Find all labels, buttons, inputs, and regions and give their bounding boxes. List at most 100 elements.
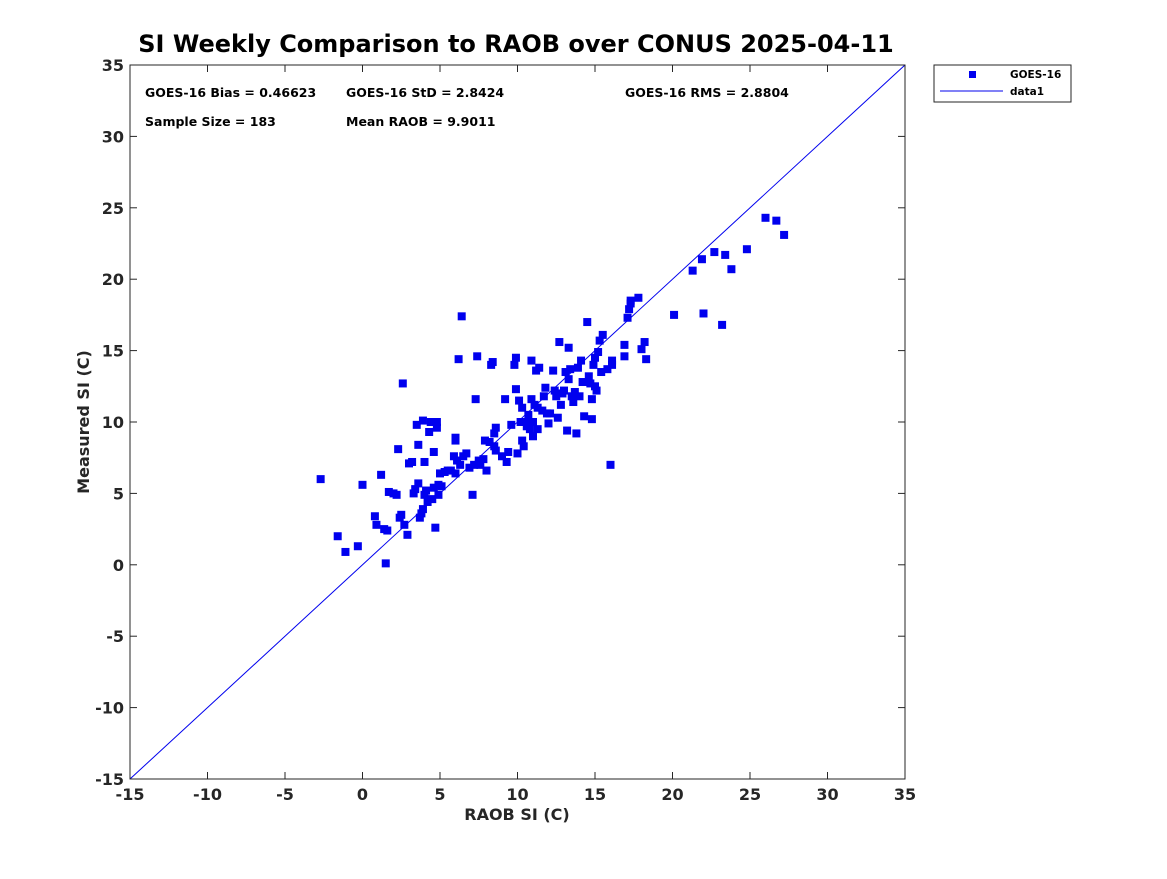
data-point-39 [429, 483, 438, 492]
data-point-112 [552, 392, 561, 401]
data-point-121 [564, 343, 573, 352]
data-point-148 [608, 356, 617, 365]
stat-bias: GOES-16 Bias = 0.46623 [145, 85, 316, 100]
data-point-14 [394, 445, 403, 454]
data-point-18 [400, 520, 409, 529]
data-point-35 [425, 427, 434, 436]
data-point-68 [480, 436, 489, 445]
data-point-117 [560, 386, 568, 395]
data-point-29 [418, 505, 427, 514]
x-tick-label: 0 [357, 785, 368, 804]
data-point-141 [594, 348, 603, 357]
data-point-132 [583, 318, 592, 327]
data-point-25 [414, 479, 423, 488]
data-point-27 [415, 513, 424, 522]
data-point-97 [529, 418, 537, 426]
data-point-42 [432, 418, 441, 426]
data-point-159 [670, 310, 679, 319]
data-point-85 [513, 449, 522, 458]
data-point-98 [529, 432, 537, 441]
x-tick-label: -5 [276, 785, 294, 804]
stat-sample-size: Sample Size = 183 [145, 114, 276, 129]
data-point-155 [634, 293, 643, 302]
stat-mean-raob: Mean RAOB = 9.9011 [346, 114, 495, 129]
y-axis-label: Measured SI (C) [74, 350, 93, 494]
data-point-156 [637, 345, 646, 354]
data-point-54 [453, 456, 462, 465]
data-point-63 [471, 395, 480, 404]
data-point-161 [697, 255, 706, 264]
data-point-127 [573, 363, 582, 372]
data-point-75 [491, 423, 500, 432]
data-point-1 [333, 532, 342, 541]
data-point-157 [640, 338, 649, 347]
x-tick-label: 20 [661, 785, 683, 804]
data-point-150 [620, 352, 629, 361]
data-point-130 [578, 378, 587, 387]
data-point-2 [341, 547, 350, 556]
data-point-78 [501, 395, 510, 404]
data-point-5 [370, 512, 379, 521]
data-point-17 [398, 379, 407, 388]
data-point-138 [591, 382, 599, 391]
data-point-113 [553, 413, 562, 422]
data-point-67 [479, 455, 488, 464]
data-point-69 [482, 466, 491, 475]
y-tick-label: -15 [95, 770, 124, 789]
data-point-88 [518, 436, 527, 445]
data-point-91 [521, 418, 530, 426]
data-point-61 [468, 490, 477, 499]
data-point-82 [510, 360, 519, 369]
stat-std: GOES-16 StD = 2.8424 [346, 85, 504, 100]
data-point-62 [470, 460, 479, 469]
data-point-16 [397, 510, 406, 519]
data-point-34 [423, 497, 432, 506]
chart-title: SI Weekly Comparison to RAOB over CONUS … [138, 30, 893, 58]
legend-label-goes16: GOES-16 [1010, 69, 1061, 81]
data-point-11 [384, 487, 393, 496]
data-point-145 [603, 365, 612, 374]
data-point-55 [454, 355, 463, 364]
data-point-59 [462, 449, 471, 458]
data-point-93 [524, 410, 533, 419]
x-axis: -15 -10 -5 0 5 10 15 20 25 30 35 [116, 65, 916, 804]
data-point-135 [587, 415, 596, 424]
data-point-70 [485, 437, 494, 446]
y-tick-label: 0 [113, 556, 124, 575]
y-tick-label: 15 [102, 342, 124, 361]
data-point-4 [358, 480, 367, 489]
data-point-142 [595, 336, 604, 345]
data-point-0 [316, 475, 325, 484]
data-point-41 [432, 423, 441, 432]
data-point-83 [511, 353, 520, 362]
data-point-106 [541, 383, 550, 392]
data-point-72 [488, 358, 497, 367]
data-point-149 [620, 340, 629, 349]
data-point-30 [418, 416, 427, 425]
data-point-120 [564, 375, 573, 384]
legend-marker-goes16 [969, 71, 976, 78]
data-point-110 [549, 366, 558, 375]
data-point-167 [742, 245, 751, 254]
y-tick-label: -5 [106, 627, 124, 646]
data-point-140 [592, 386, 601, 395]
data-point-104 [538, 406, 547, 415]
x-tick-label: -10 [193, 785, 222, 804]
x-tick-label: 10 [506, 785, 528, 804]
data-point-165 [721, 250, 730, 259]
data-point-3 [353, 542, 362, 551]
data-point-139 [591, 353, 599, 362]
data-point-134 [586, 379, 595, 388]
data-point-45 [436, 469, 444, 478]
data-point-10 [383, 526, 392, 535]
data-point-33 [422, 486, 431, 495]
x-tick-label: 25 [739, 785, 761, 804]
data-point-36 [426, 418, 435, 426]
data-point-40 [431, 523, 440, 532]
data-point-24 [412, 420, 421, 429]
x-tick-label: -15 [116, 785, 145, 804]
data-point-125 [570, 388, 579, 397]
data-point-86 [515, 396, 524, 405]
data-point-160 [688, 266, 697, 275]
